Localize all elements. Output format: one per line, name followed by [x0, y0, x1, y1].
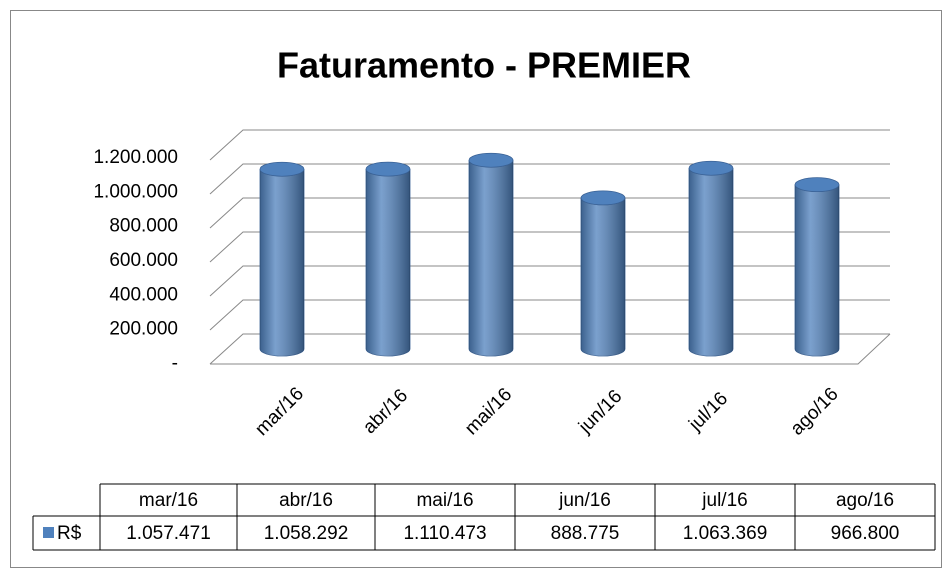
table-header: mai/16: [416, 490, 473, 511]
grid-line: [209, 197, 890, 229]
bar-shade: [581, 197, 625, 356]
chart-title: Faturamento - PREMIER: [277, 45, 691, 86]
bar-top: [259, 161, 305, 177]
table-grid: [32, 483, 936, 551]
legend-label: R$: [57, 523, 82, 544]
y-tick-label: 600.000: [109, 250, 178, 271]
grid-line: [209, 299, 890, 331]
bar: [365, 161, 411, 357]
bar-shade: [260, 169, 304, 356]
y-tick-label: 400.000: [109, 284, 178, 305]
table-header: ago/16: [836, 490, 894, 511]
y-tick-label: 1.200.000: [93, 147, 178, 168]
table-value: 966.800: [831, 523, 900, 544]
y-tick-label: 1.000.000: [93, 181, 178, 202]
grid-line: [209, 231, 890, 263]
y-tick-label: 200.000: [109, 319, 178, 340]
y-tick-label: -: [172, 353, 178, 374]
grid-line: [209, 333, 890, 365]
table-header: mar/16: [139, 490, 198, 511]
bar-shade: [795, 184, 839, 356]
bar-shade: [469, 160, 513, 356]
table-value: 1.058.292: [264, 523, 349, 544]
bar-shade: [366, 169, 410, 356]
bar: [468, 152, 514, 357]
table-header: jun/16: [558, 490, 611, 511]
bar-top: [580, 190, 626, 206]
grid-line: [209, 265, 890, 297]
bar-top: [468, 152, 514, 168]
bar: [580, 190, 626, 357]
table-header: abr/16: [279, 490, 333, 511]
bar: [794, 177, 840, 357]
y-tick-label: 800.000: [109, 216, 178, 237]
table-value: 888.775: [551, 523, 620, 544]
bar-shade: [689, 168, 733, 356]
bar-top: [688, 160, 734, 176]
table-value: 1.110.473: [403, 523, 486, 544]
bar: [259, 161, 305, 357]
table-value: 1.063.369: [683, 523, 768, 544]
grid-line: [209, 163, 890, 195]
floor-edge: [210, 333, 891, 365]
table-header: jul/16: [701, 490, 747, 511]
table-value: 1.057.471: [126, 523, 211, 544]
bar-top: [794, 177, 840, 193]
grid-line: [209, 129, 890, 161]
bar: [688, 160, 734, 357]
legend-swatch: [43, 527, 54, 538]
bar-top: [365, 161, 411, 177]
